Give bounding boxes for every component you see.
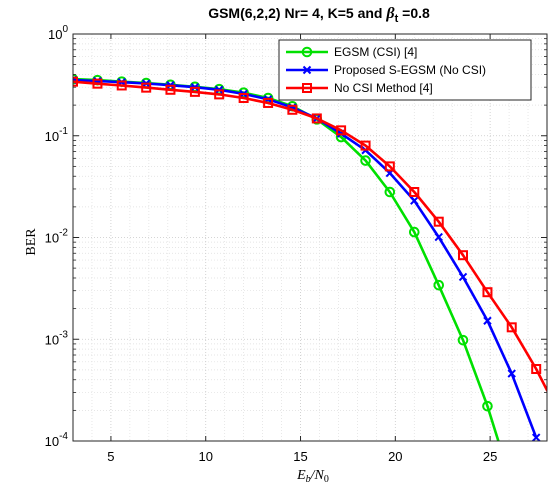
data-point	[408, 226, 420, 238]
tick-marks	[73, 33, 547, 442]
data-point	[409, 187, 420, 198]
data-point	[384, 161, 395, 172]
data-point	[238, 92, 249, 103]
data-point	[73, 76, 78, 87]
legend-marker	[301, 46, 313, 58]
minor-grid	[72, 34, 548, 441]
data-point	[458, 272, 468, 282]
data-point	[458, 250, 469, 261]
plot-area	[72, 33, 548, 442]
y-tick-label: 10-3	[45, 329, 69, 347]
x-tick-label: 5	[107, 449, 114, 464]
data-point	[336, 125, 347, 136]
x-tick-label: 20	[388, 449, 402, 464]
y-axis-label: BER	[24, 228, 39, 256]
legend-label: Proposed S-EGSM (No CSI)	[334, 63, 486, 77]
data-point	[483, 316, 492, 325]
y-tick-label: 10-4	[45, 431, 69, 449]
y-tick-label: 10-1	[45, 126, 69, 144]
data-point	[189, 86, 200, 97]
legend-label: No CSI Method [4]	[334, 81, 433, 95]
series-layer	[73, 73, 547, 441]
x-tick-label: 10	[198, 449, 212, 464]
x-axis-label: Eb/N0	[296, 468, 329, 485]
data-point	[311, 113, 322, 124]
data-point	[360, 140, 371, 151]
data-point	[434, 232, 443, 242]
legend: EGSM (CSI) [4] Proposed S-EGSM (No CSI) No…	[278, 39, 532, 101]
data-point	[263, 97, 274, 108]
x-tick-labels: 5 10 15 20 25	[107, 449, 497, 464]
data-point	[287, 104, 298, 115]
y-tick-label: 10-2	[45, 228, 69, 246]
chart-title: GSM(6,2,2) Nr= 4, K=5 and βt =0.8	[208, 5, 430, 25]
data-point	[92, 78, 103, 89]
data-point	[457, 334, 469, 346]
legend-label: EGSM (CSI) [4]	[334, 45, 417, 59]
data-point	[433, 216, 444, 227]
data-point	[116, 80, 127, 91]
data-point	[433, 279, 445, 291]
series-no-csi-method	[73, 76, 547, 394]
data-point	[507, 369, 516, 378]
data-point	[165, 84, 176, 95]
legend-item-proposed: Proposed S-EGSM (No CSI)	[286, 63, 486, 77]
data-point	[360, 155, 371, 166]
legend-marker	[302, 83, 312, 93]
data-point	[506, 322, 517, 333]
x-tick-label: 25	[483, 449, 497, 464]
x-tick-label: 15	[293, 449, 307, 464]
data-point	[141, 82, 152, 93]
data-point	[531, 364, 542, 375]
data-point	[410, 196, 419, 205]
data-point	[384, 186, 396, 198]
legend-marker	[302, 65, 312, 75]
data-point	[531, 433, 541, 441]
legend-item-no-csi: No CSI Method [4]	[286, 81, 433, 95]
legend-item-egsm-csi: EGSM (CSI) [4]	[286, 45, 417, 59]
data-point	[214, 89, 225, 100]
series-line	[73, 80, 547, 394]
data-point	[482, 287, 493, 298]
data-point	[482, 400, 493, 412]
y-tick-labels: 100 10-1 10-2 10-3 10-4	[45, 24, 69, 449]
y-tick-label: 100	[48, 24, 68, 42]
